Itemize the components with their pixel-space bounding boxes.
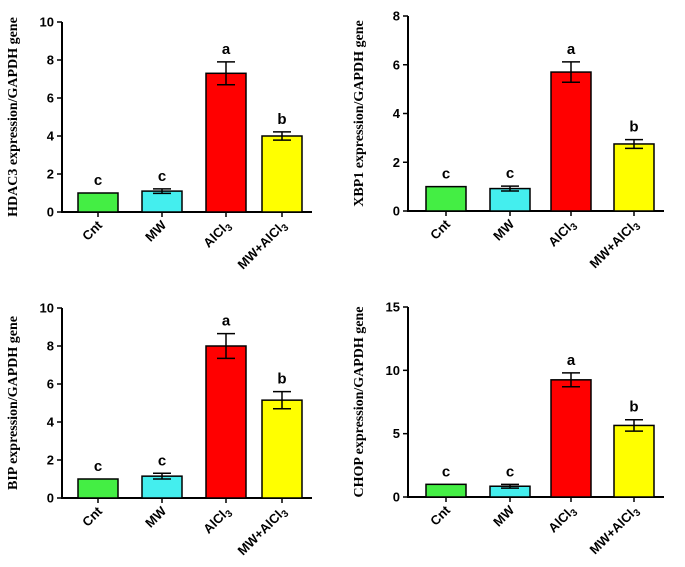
- bar-cnt: [77, 192, 119, 213]
- bar-cnt: [77, 478, 119, 499]
- chart-panel-1: 0 2 4 6 8 10 HDAC3 expression/GAPDH gene c Cnt c M…: [6, 15, 312, 274]
- significance-letter: c: [94, 458, 102, 475]
- y-tick-label: 4: [47, 129, 55, 144]
- x-tick-label: Cnt: [427, 216, 453, 242]
- chart-panel-4: 0 5 10 15 CHOP expression/GAPDH gene c Cnt c MW a…: [352, 300, 664, 559]
- chart-panel-3: 0 2 4 6 8 10 BIP expression/GAPDH gene c Cnt c MW a…: [6, 301, 312, 560]
- significance-letter: b: [277, 371, 286, 388]
- x-tick-label: MW: [142, 217, 169, 244]
- y-tick-label: 8: [47, 53, 54, 68]
- x-tick-label: AlCl3: [200, 217, 235, 252]
- x-tick-label: Cnt: [79, 503, 105, 529]
- significance-letter: c: [94, 172, 102, 189]
- x-tick-label: MW: [490, 216, 517, 243]
- bar-mw-alcl3: [613, 143, 655, 212]
- bar-mw-alcl3: [261, 135, 303, 213]
- bar-alcl3: [205, 345, 247, 499]
- significance-letter: a: [567, 352, 576, 369]
- y-axis-label: CHOP expression/GAPDH gene: [352, 306, 367, 497]
- significance-letter: a: [222, 313, 231, 330]
- bar-alcl3: [205, 72, 247, 213]
- y-axis-label: HDAC3 expression/GAPDH gene: [6, 17, 21, 217]
- bar-alcl3: [550, 379, 592, 498]
- significance-letter: b: [277, 111, 286, 128]
- y-tick-label: 10: [386, 363, 400, 378]
- x-tick-label: Cnt: [79, 217, 105, 243]
- y-tick-label: 2: [47, 453, 54, 468]
- y-tick-label: 10: [40, 15, 54, 30]
- y-tick-label: 0: [47, 491, 54, 506]
- bar-mw-alcl3: [613, 424, 655, 498]
- significance-letter: c: [158, 452, 166, 469]
- y-tick-label: 0: [393, 490, 400, 505]
- chart-panel-2: 0 2 4 6 8 XBP1 expression/GAPDH gene c Cnt c MW a A…: [352, 9, 664, 273]
- significance-letter: a: [222, 41, 231, 58]
- y-tick-label: 4: [47, 415, 55, 430]
- significance-letter: c: [506, 463, 514, 480]
- y-tick-label: 5: [393, 426, 400, 441]
- x-tick-label: MW: [142, 503, 169, 530]
- bar-alcl3: [550, 71, 592, 212]
- significance-letter: c: [442, 463, 450, 480]
- bar-mw-alcl3: [261, 399, 303, 499]
- y-tick-label: 2: [393, 155, 400, 170]
- significance-letter: b: [629, 119, 638, 136]
- y-tick-label: 6: [393, 57, 400, 72]
- x-tick-label: AlCl3: [200, 503, 235, 538]
- bar-cnt: [425, 483, 467, 498]
- x-tick-label: MW+AlCl3: [586, 216, 643, 273]
- y-tick-label: 15: [386, 300, 400, 315]
- significance-letter: c: [442, 166, 450, 183]
- y-tick-label: 10: [40, 301, 54, 316]
- x-tick-label: MW+AlCl3: [586, 502, 643, 559]
- y-tick-label: 2: [47, 167, 54, 182]
- x-tick-label: MW: [490, 502, 517, 529]
- y-tick-label: 0: [47, 205, 54, 220]
- x-tick-label: AlCl3: [545, 502, 580, 537]
- significance-letter: b: [629, 399, 638, 416]
- significance-letter: c: [158, 168, 166, 185]
- y-axis-label: BIP expression/GAPDH gene: [6, 316, 21, 490]
- x-tick-label: Cnt: [427, 502, 453, 528]
- bar-cnt: [425, 185, 467, 212]
- y-tick-label: 6: [47, 377, 54, 392]
- y-tick-label: 8: [393, 9, 400, 24]
- x-tick-label: MW+AlCl3: [234, 503, 291, 560]
- y-axis-label: XBP1 expression/GAPDH gene: [352, 20, 367, 206]
- x-tick-label: AlCl3: [545, 216, 580, 251]
- y-tick-label: 8: [47, 339, 54, 354]
- y-tick-label: 6: [47, 91, 54, 106]
- y-tick-label: 4: [393, 106, 401, 121]
- significance-letter: c: [506, 165, 514, 182]
- bar-mw: [489, 187, 531, 212]
- x-tick-label: MW+AlCl3: [234, 217, 291, 274]
- bar-mw: [141, 190, 183, 213]
- y-tick-label: 0: [393, 204, 400, 219]
- significance-letter: a: [567, 41, 576, 58]
